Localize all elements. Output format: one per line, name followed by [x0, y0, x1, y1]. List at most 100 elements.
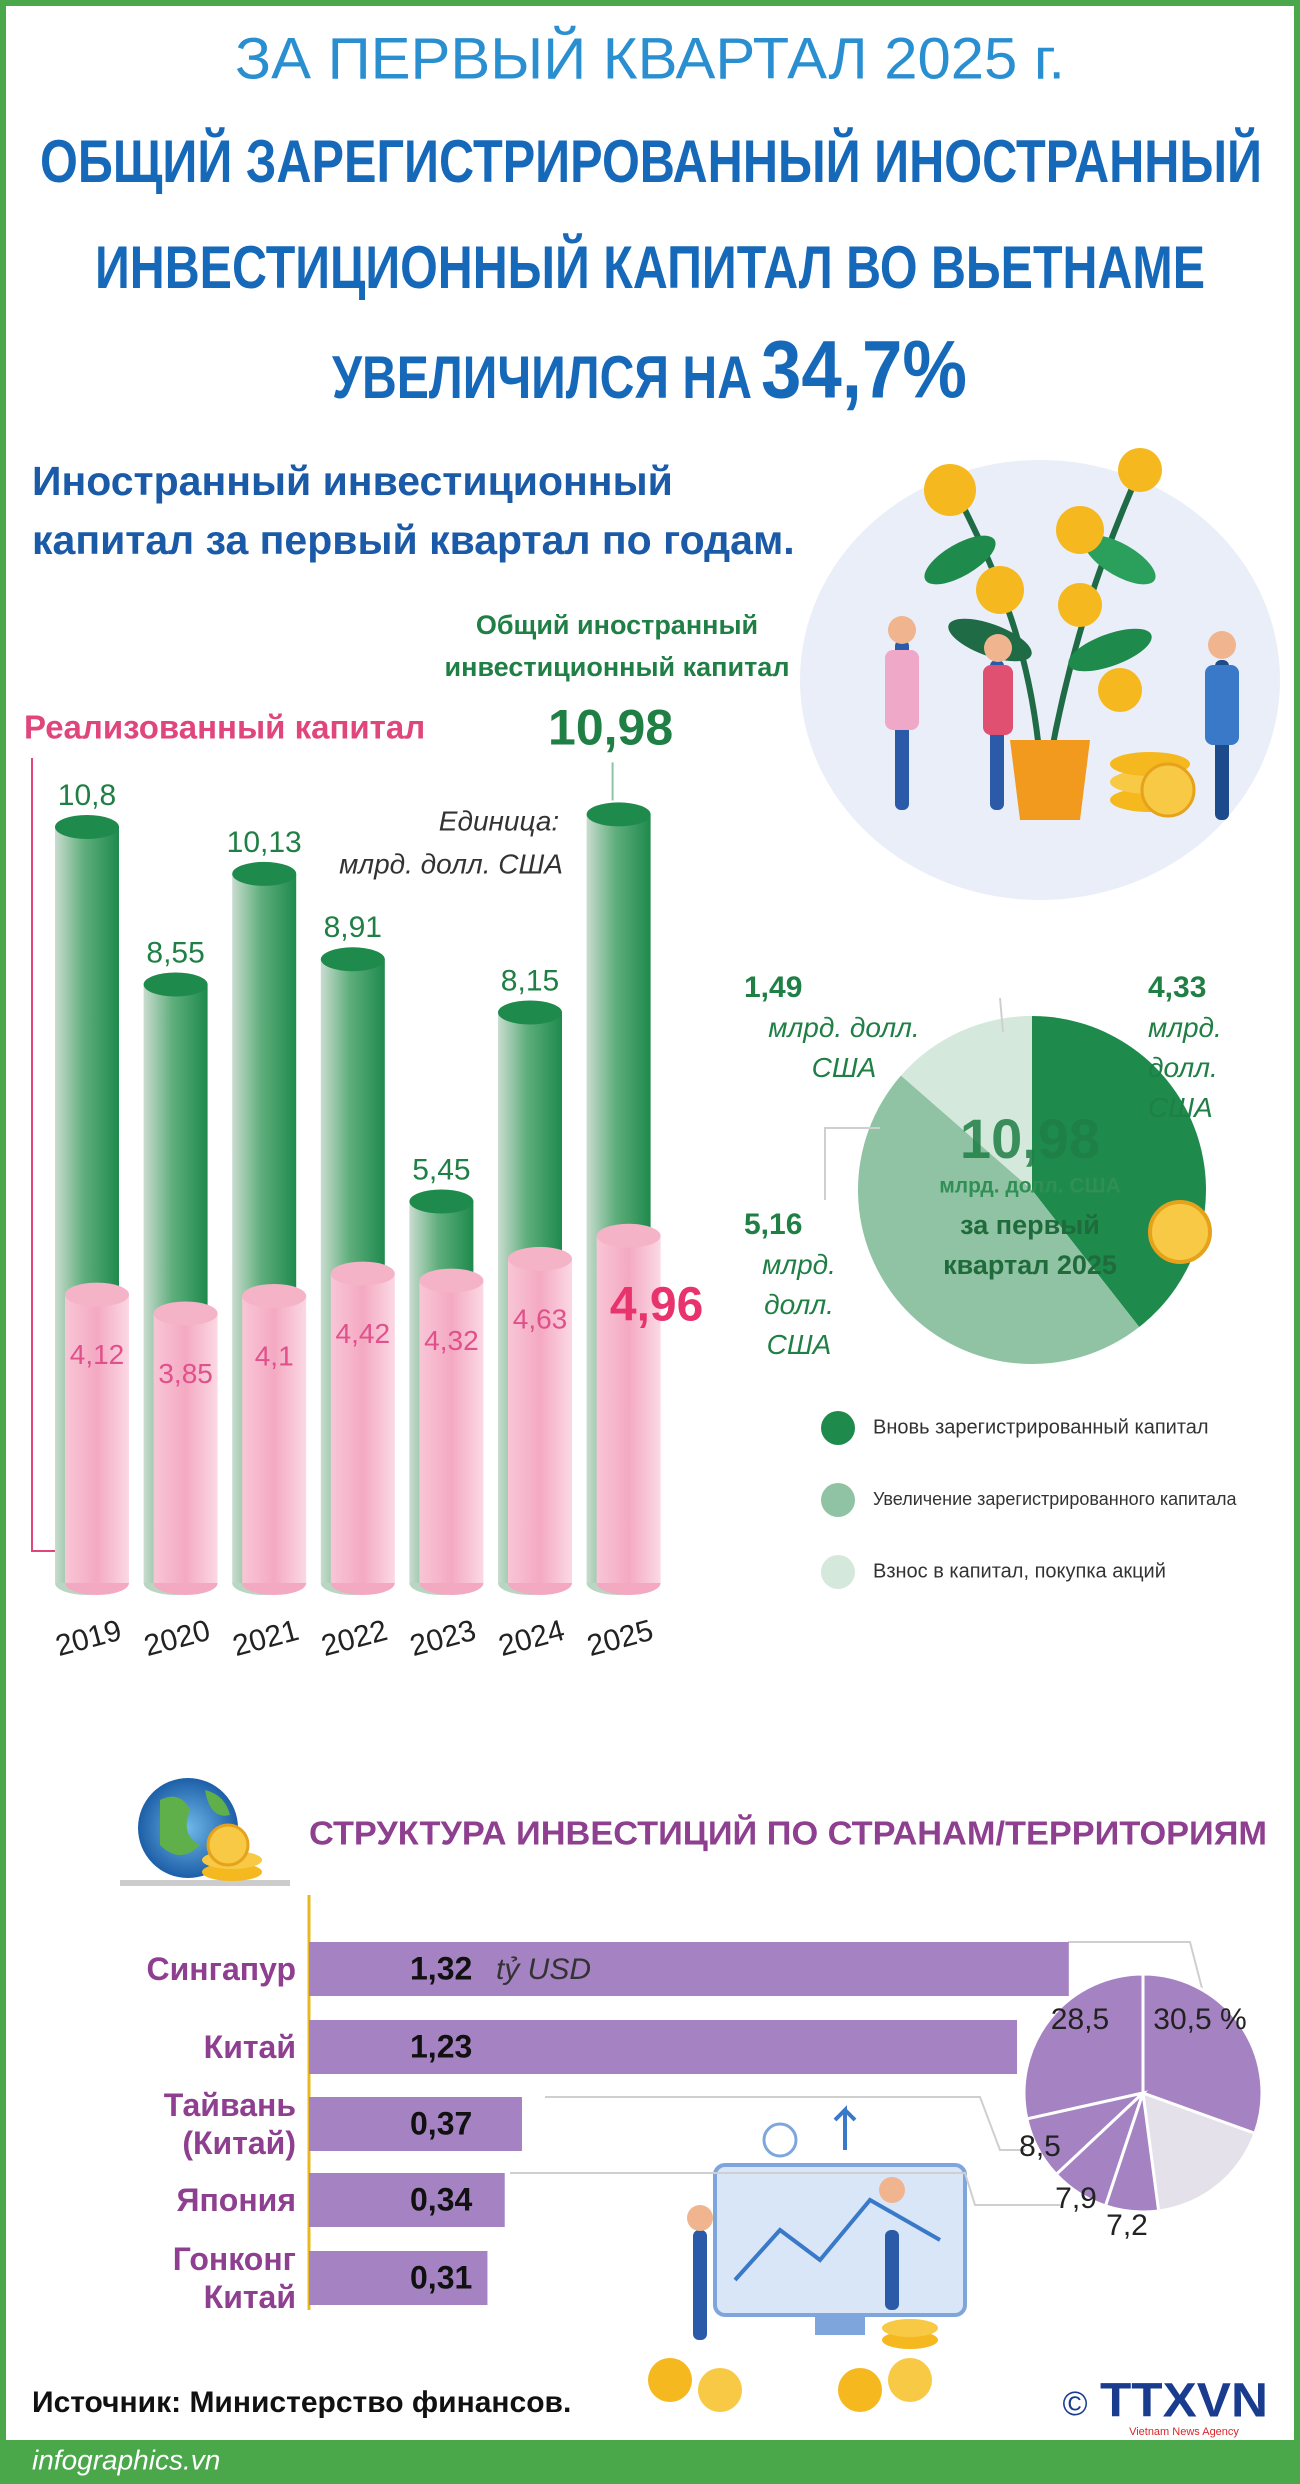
section-subtitle: Иностранный инвестиционный капитал за пе…: [32, 458, 795, 563]
value-label: 1,49: [744, 971, 803, 1004]
legend-swatch: [821, 1555, 855, 1589]
cylinder: [65, 1294, 129, 1583]
pie-slice: [900, 1016, 1032, 1190]
category-label: Япония: [176, 2182, 296, 2218]
value-label: 8,5: [1019, 2130, 1061, 2163]
value-label: 8,15: [501, 964, 559, 997]
value-label: 10,98: [548, 700, 673, 756]
cylinder-top: [508, 1246, 572, 1271]
title-line: ОБЩИЙ ЗАРЕГИСТРИРОВАННЫЙ ИНОСТРАННЫЙ: [40, 128, 1262, 195]
pie-label: 1,49 млрд. долл. США: [744, 968, 944, 1088]
cylinder: [330, 1273, 395, 1583]
bar: [309, 2020, 1018, 2074]
x-tick-label: 2020: [141, 1614, 214, 1663]
value-label: 8,55: [146, 936, 204, 969]
logo-subtitle: Vietnam News Agency: [1129, 2426, 1239, 2438]
illustration-money-tree: [800, 448, 1280, 900]
x-tick-label: 2023: [406, 1614, 479, 1663]
x-tick-label: 2025: [584, 1614, 657, 1663]
coin: [1148, 1200, 1212, 1264]
value-label: 10,8: [58, 779, 116, 812]
category-label: Тайвань (Китай): [163, 2087, 296, 2161]
title-line: УВЕЛИЧИЛСЯ НА: [332, 344, 752, 411]
section-title: СТРУКТУРА ИНВЕСТИЦИЙ ПО СТРАНАМ/ТЕРРИТОР…: [309, 1814, 1267, 1852]
cylinder: [242, 1296, 307, 1583]
footer-band: [0, 2440, 1300, 2484]
value-label: 8,91: [324, 911, 382, 944]
center-caption: за первый квартал 2025: [943, 1210, 1117, 1280]
label-connector: [824, 1127, 880, 1200]
cylinder-top: [498, 1000, 562, 1025]
title-highlight: 34,7%: [761, 325, 967, 416]
bar: [309, 1942, 1069, 1996]
unit-note: млрд. долл. США: [339, 848, 563, 879]
legend-label: Взнос в капитал, покупка акций: [873, 1560, 1166, 1582]
value-label: 4,32: [424, 1325, 479, 1356]
legend-swatch: [821, 1411, 855, 1445]
value-label: 4,42: [336, 1318, 391, 1349]
pie-label: 4,33 млрд. долл. США: [1148, 968, 1258, 1128]
legend-swatch: [821, 1483, 855, 1517]
cylinder: [419, 1280, 484, 1583]
x-tick-label: 2022: [318, 1614, 391, 1663]
pie-slice: [1022, 1972, 1145, 2121]
series-name: Реализованный капитал: [24, 709, 425, 746]
connector-lines: [510, 1941, 1206, 2206]
unit-label: млрд. долл. США: [762, 1249, 836, 1360]
value-label: 10,13: [227, 826, 302, 859]
value-label: 30,5 %: [1153, 2003, 1246, 2036]
center-unit: млрд. долл. США: [939, 1175, 1121, 1198]
cylinder: [153, 1313, 218, 1583]
cylinder: [596, 1235, 661, 1583]
globe-icon: [120, 1778, 290, 1886]
value-label: 4,1: [255, 1340, 294, 1371]
cylinder-top: [242, 1284, 307, 1308]
pie-slice: [858, 1075, 1140, 1364]
pie-slice: [1103, 2092, 1161, 2214]
unit-label: tỷ USD: [496, 1953, 591, 1986]
kicker: ЗА ПЕРВЫЙ КВАРТАЛ 2025 г.: [235, 26, 1065, 91]
x-tick-label: 2019: [52, 1614, 125, 1663]
value-label: 28,5: [1051, 2003, 1109, 2036]
center-value: 10,98: [960, 1107, 1100, 1170]
value-label: 7,2: [1106, 2209, 1148, 2242]
unit-label: млрд. долл. США: [768, 1012, 920, 1083]
value-label: 0,37: [410, 2105, 472, 2141]
value-label: 0,34: [410, 2181, 472, 2217]
cylinder-top: [586, 802, 651, 827]
value-label: 4,63: [513, 1303, 568, 1334]
cylinder-top: [320, 947, 385, 972]
bracket: [31, 758, 60, 1552]
unit-label: млрд. долл. США: [1148, 1012, 1222, 1123]
value-label: 4,96: [610, 1278, 703, 1331]
legend-label: Увеличение зарегистрированного капитала: [873, 1489, 1237, 1509]
value-label: 1,23: [410, 2028, 472, 2064]
value-label: 7,9: [1055, 2182, 1097, 2215]
legend-label: Вновь зарегистрированный капитал: [873, 1416, 1209, 1438]
cylinder-top: [330, 1261, 395, 1286]
value-label: 4,12: [70, 1339, 125, 1370]
category-label: Китай: [203, 2029, 296, 2065]
title-line: ИНВЕСТИЦИОННЫЙ КАПИТАЛ ВО ВЬЕТНАМЕ: [95, 234, 1205, 301]
series-name: Общий иностранный инвестиционный капитал: [444, 610, 790, 682]
cylinder-top: [409, 1189, 474, 1214]
cylinder-top: [65, 1282, 129, 1307]
cylinder-top: [419, 1268, 484, 1293]
value-label: 4,33: [1148, 971, 1207, 1004]
x-tick-label: 2021: [229, 1614, 302, 1663]
pie-label: 5,16 млрд. долл. США: [744, 1205, 854, 1365]
illustration-investors: [648, 2105, 967, 2412]
value-label: 5,16: [744, 1208, 803, 1241]
value-label: 0,31: [410, 2259, 472, 2295]
cylinder-top: [55, 815, 119, 839]
value-label: 1,32: [410, 1950, 472, 1986]
value-label: 5,45: [412, 1153, 470, 1186]
logo: TTXVN: [1100, 2375, 1268, 2428]
bar: [309, 2251, 488, 2305]
cylinder-top: [232, 861, 297, 886]
source: Источник: Министерство финансов.: [32, 2386, 571, 2419]
category-label: Сингапур: [146, 1951, 296, 1987]
bar: [309, 2097, 522, 2151]
